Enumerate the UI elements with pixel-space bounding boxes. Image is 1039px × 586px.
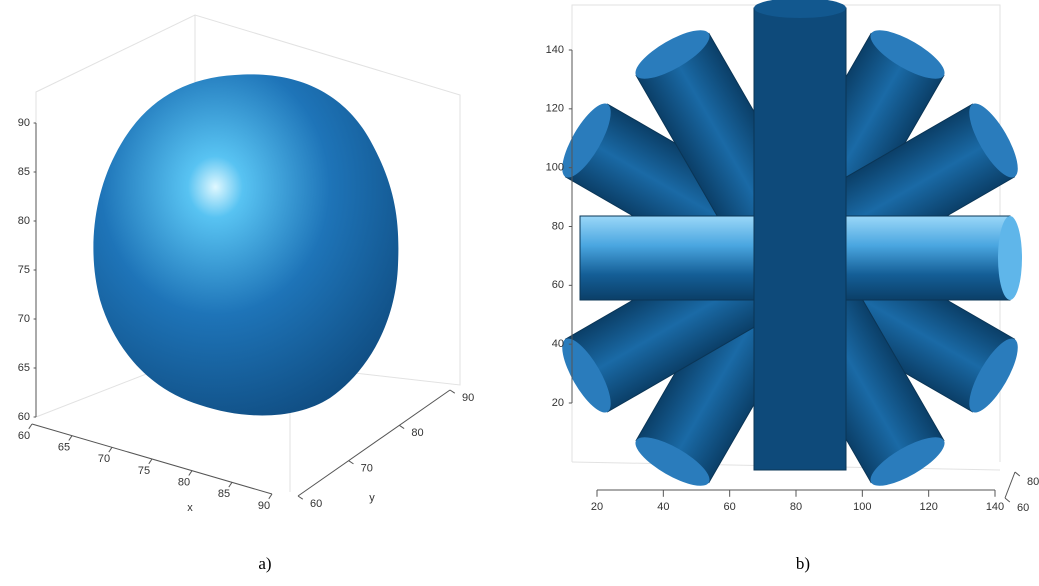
x-tick-label: 120 [919, 501, 937, 513]
z-tick-label: 75 [18, 264, 30, 276]
x-tick-label: 75 [138, 465, 150, 477]
x-tick-mark [189, 471, 192, 476]
y-axis-line [298, 390, 450, 496]
x-tick-mark [269, 494, 272, 499]
cylinders [553, 0, 1026, 495]
y-axis-label: y [369, 492, 375, 504]
x-tick-label: 100 [853, 501, 871, 513]
x-tick-label: 85 [218, 488, 230, 500]
x-tick-mark [109, 447, 112, 452]
y-tick-mark [450, 390, 455, 393]
y-tick-mark [349, 461, 354, 464]
y-tick-mark [1015, 472, 1020, 476]
caption: a) [258, 554, 271, 573]
x-tick-mark [29, 424, 32, 429]
z-tick-label: 80 [18, 215, 30, 227]
x-tick-mark [69, 436, 72, 441]
z-tick-label: 85 [18, 166, 30, 178]
y-tick-mark [1005, 498, 1010, 502]
y-tick-label: 60 [1017, 502, 1029, 514]
x-tick-label: 60 [724, 501, 736, 513]
x-tick-label: 80 [178, 477, 190, 489]
x-tick-mark [229, 482, 232, 487]
x-tick-label: 70 [98, 453, 110, 465]
y-axis-line [1005, 472, 1015, 498]
z-tick-label: 120 [546, 103, 564, 115]
z-tick-label: 40 [552, 338, 564, 350]
y-tick-mark [298, 496, 303, 499]
y-tick-label: 80 [1027, 476, 1039, 488]
z-tick-label: 90 [18, 117, 30, 129]
x-tick-label: 65 [58, 442, 70, 454]
x-tick-label: 20 [591, 501, 603, 513]
figure: a) b) x y 60 65 70 75 80 85 90 60 70 80 90 60 65 70 75… [0, 0, 1039, 581]
x-tick-label: 140 [986, 501, 1004, 513]
z-tick-label: 100 [546, 162, 564, 174]
caption: b) [796, 554, 810, 573]
x-tick-label: 80 [790, 501, 802, 513]
y-tick-label: 70 [361, 463, 373, 475]
z-tick-label: 65 [18, 362, 30, 374]
y-tick-label: 60 [310, 498, 322, 510]
x-tick-mark [149, 459, 152, 464]
cylinder-cap [998, 216, 1022, 300]
cylinder [754, 8, 846, 470]
x-tick-label: 40 [657, 501, 669, 513]
x-axis-label: x [187, 502, 193, 514]
z-tick-label: 70 [18, 313, 30, 325]
z-tick-label: 140 [546, 44, 564, 56]
y-tick-label: 80 [411, 427, 423, 439]
z-tick-label: 60 [552, 279, 564, 291]
z-tick-label: 20 [552, 397, 564, 409]
y-tick-mark [399, 425, 404, 428]
x-tick-label: 60 [18, 430, 30, 442]
z-tick-label: 80 [552, 220, 564, 232]
z-tick-label: 60 [18, 411, 30, 423]
x-tick-label: 90 [258, 500, 270, 512]
blob [93, 74, 398, 415]
y-tick-label: 90 [462, 392, 474, 404]
